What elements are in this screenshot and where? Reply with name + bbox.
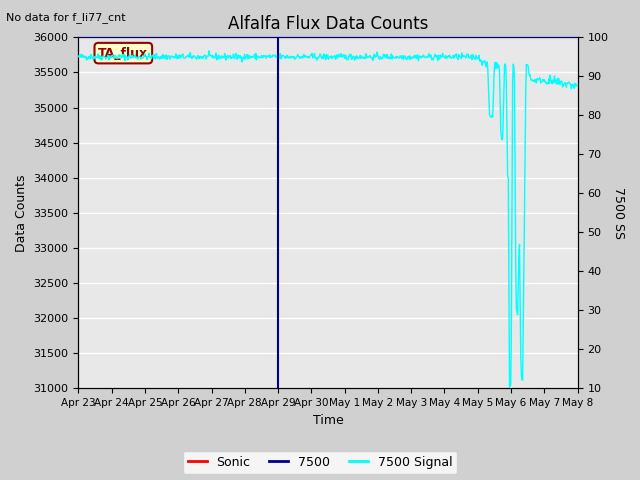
Y-axis label: 7500 SS: 7500 SS bbox=[612, 187, 625, 239]
Y-axis label: Data Counts: Data Counts bbox=[15, 174, 28, 252]
Text: No data for f_li77_cnt: No data for f_li77_cnt bbox=[6, 12, 126, 23]
Text: TA_flux: TA_flux bbox=[99, 47, 148, 60]
X-axis label: Time: Time bbox=[312, 414, 344, 427]
Title: Alfalfa Flux Data Counts: Alfalfa Flux Data Counts bbox=[228, 15, 428, 33]
Legend: Sonic, 7500, 7500 Signal: Sonic, 7500, 7500 Signal bbox=[183, 451, 457, 474]
